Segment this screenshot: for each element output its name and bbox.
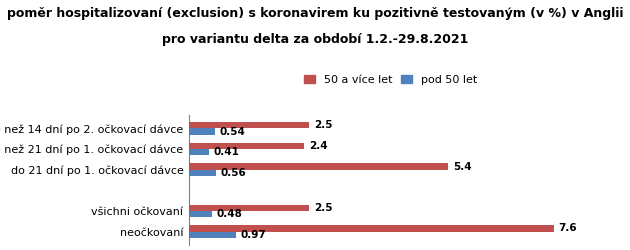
Text: 0.97: 0.97 [240, 230, 266, 240]
Bar [189, 128, 215, 134]
Bar [189, 205, 309, 211]
Text: 0.54: 0.54 [220, 126, 246, 136]
Text: 2.4: 2.4 [309, 141, 328, 151]
Legend: 50 a více let, pod 50 let: 50 a více let, pod 50 let [299, 70, 482, 90]
Bar [189, 211, 212, 217]
Text: 5.4: 5.4 [453, 162, 471, 172]
Text: 2.5: 2.5 [314, 120, 332, 130]
Text: 0.48: 0.48 [217, 209, 243, 219]
Bar [189, 226, 554, 232]
Text: 0.56: 0.56 [220, 168, 246, 178]
Text: 0.41: 0.41 [214, 147, 239, 157]
Bar [189, 149, 209, 155]
Bar [189, 170, 216, 176]
Text: 7.6: 7.6 [558, 224, 577, 234]
Bar [189, 122, 309, 128]
Bar [189, 232, 236, 238]
Text: pro variantu delta za období 1.2.-29.8.2021: pro variantu delta za období 1.2.-29.8.2… [162, 32, 468, 46]
Bar [189, 164, 448, 170]
Bar [189, 143, 304, 149]
Text: poměr hospitalizovaní (exclusion) s koronavirem ku pozitivně testovaným (v %) v : poměr hospitalizovaní (exclusion) s koro… [7, 8, 623, 20]
Text: 2.5: 2.5 [314, 203, 332, 213]
